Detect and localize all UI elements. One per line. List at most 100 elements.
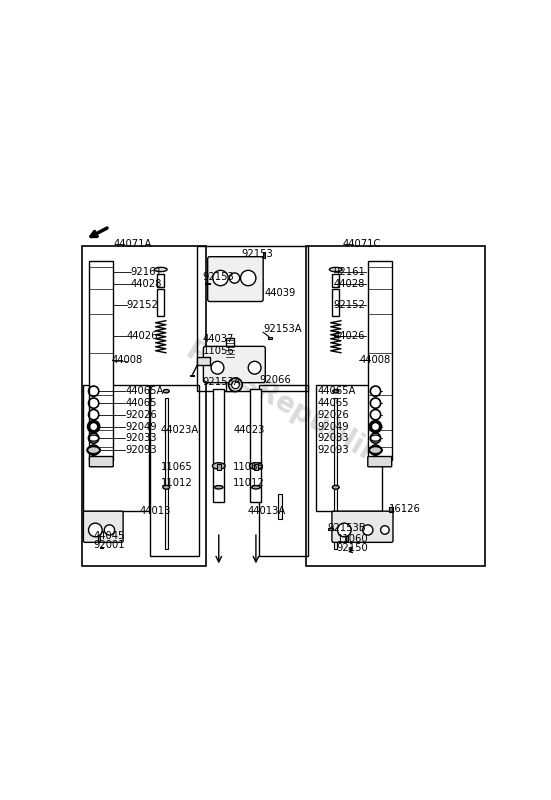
Ellipse shape xyxy=(214,486,223,489)
Circle shape xyxy=(213,270,228,286)
Ellipse shape xyxy=(333,390,339,393)
Bar xyxy=(157,289,164,317)
Text: 92049: 92049 xyxy=(125,422,157,432)
Bar xyxy=(204,282,210,285)
Text: 11056: 11056 xyxy=(203,346,234,356)
Text: 44065: 44065 xyxy=(318,398,349,408)
Bar xyxy=(197,357,210,365)
Ellipse shape xyxy=(212,462,225,469)
Text: 16126: 16126 xyxy=(389,504,421,514)
Text: 92093: 92093 xyxy=(125,445,157,455)
Text: 92153: 92153 xyxy=(242,249,273,258)
Text: 92093: 92093 xyxy=(318,445,349,455)
Text: 44071A: 44071A xyxy=(114,239,152,249)
Bar xyxy=(332,289,339,317)
Bar xyxy=(213,389,224,502)
Text: 92161: 92161 xyxy=(334,267,365,278)
Circle shape xyxy=(229,273,240,283)
Circle shape xyxy=(89,523,102,537)
Bar xyxy=(197,246,308,391)
Circle shape xyxy=(211,362,224,374)
Bar xyxy=(100,546,103,548)
Circle shape xyxy=(241,270,256,286)
Text: 11012: 11012 xyxy=(161,478,192,488)
Ellipse shape xyxy=(163,390,169,393)
Text: 44028: 44028 xyxy=(334,279,365,290)
Ellipse shape xyxy=(250,462,262,469)
FancyBboxPatch shape xyxy=(203,346,266,382)
FancyBboxPatch shape xyxy=(83,511,123,542)
Text: 92152: 92152 xyxy=(334,300,365,310)
Text: 92066: 92066 xyxy=(260,374,291,385)
Bar xyxy=(226,338,234,391)
Bar xyxy=(278,494,282,519)
Ellipse shape xyxy=(163,486,170,489)
Bar xyxy=(332,274,339,286)
Text: 92026: 92026 xyxy=(318,410,349,420)
Text: 44045: 44045 xyxy=(94,530,125,541)
Text: 11060: 11060 xyxy=(337,534,368,543)
Text: 44013: 44013 xyxy=(139,506,171,516)
Circle shape xyxy=(229,378,242,392)
Bar xyxy=(306,246,485,566)
Text: 44071C: 44071C xyxy=(342,239,381,249)
Circle shape xyxy=(104,525,115,535)
Circle shape xyxy=(231,381,239,389)
Bar xyxy=(82,246,206,566)
Bar xyxy=(83,385,149,510)
Bar xyxy=(328,528,333,530)
FancyBboxPatch shape xyxy=(89,457,114,466)
Text: 44013A: 44013A xyxy=(247,506,285,516)
Text: 44026: 44026 xyxy=(334,330,365,341)
Text: 92153A: 92153A xyxy=(263,324,302,334)
FancyBboxPatch shape xyxy=(332,511,393,542)
Ellipse shape xyxy=(332,486,339,489)
Text: 92033: 92033 xyxy=(318,433,349,443)
Text: 92153A: 92153A xyxy=(203,377,241,386)
Ellipse shape xyxy=(329,267,342,272)
Ellipse shape xyxy=(252,486,260,489)
Text: 44008: 44008 xyxy=(111,355,143,366)
Text: 44008: 44008 xyxy=(359,355,391,366)
Text: 11012: 11012 xyxy=(233,478,265,488)
Text: 44065: 44065 xyxy=(125,398,156,408)
Text: 92150: 92150 xyxy=(337,543,369,554)
Bar xyxy=(98,536,100,541)
Bar xyxy=(150,385,199,555)
Text: 44026: 44026 xyxy=(127,330,158,341)
Text: 92026: 92026 xyxy=(125,410,157,420)
Bar xyxy=(165,398,168,549)
Text: 44065A: 44065A xyxy=(125,386,164,396)
Bar xyxy=(263,251,265,258)
Bar xyxy=(345,536,348,541)
Text: 44023: 44023 xyxy=(233,425,264,434)
Circle shape xyxy=(337,523,351,537)
Bar xyxy=(268,338,272,339)
Text: 92153B: 92153B xyxy=(327,523,366,533)
Text: 44023A: 44023A xyxy=(161,425,199,434)
Circle shape xyxy=(363,525,373,535)
Circle shape xyxy=(248,362,261,374)
Bar xyxy=(334,398,337,549)
Text: 92049: 92049 xyxy=(318,422,349,432)
Text: 92033: 92033 xyxy=(125,433,156,443)
Text: 11065: 11065 xyxy=(233,462,265,472)
Text: 92152: 92152 xyxy=(127,300,158,310)
Text: 44037: 44037 xyxy=(203,334,234,344)
Bar xyxy=(217,464,221,470)
Text: 92153: 92153 xyxy=(203,272,234,282)
Text: 92161: 92161 xyxy=(131,267,163,278)
Circle shape xyxy=(381,526,389,534)
Bar xyxy=(259,385,308,555)
Ellipse shape xyxy=(87,446,100,454)
Bar xyxy=(254,464,258,470)
Text: 44065A: 44065A xyxy=(318,386,356,396)
Bar xyxy=(250,389,262,502)
Bar xyxy=(190,375,194,376)
Ellipse shape xyxy=(369,446,382,454)
Bar xyxy=(157,274,164,286)
Bar xyxy=(389,507,392,512)
Text: PartsRepublik: PartsRepublik xyxy=(180,337,385,471)
Text: 92001: 92001 xyxy=(94,540,125,550)
Ellipse shape xyxy=(154,267,167,272)
